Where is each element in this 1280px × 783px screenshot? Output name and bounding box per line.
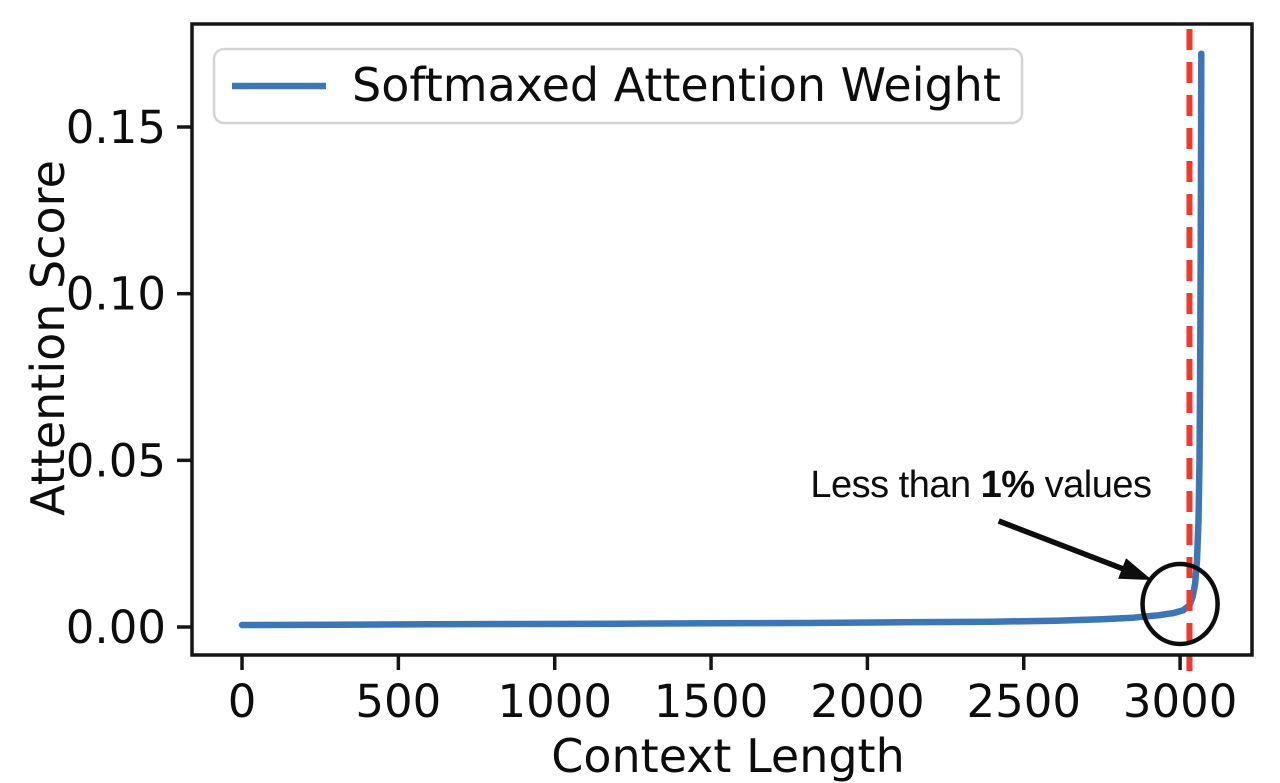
annotation-fragment: values: [1035, 464, 1152, 506]
y-axis-ticks: [177, 125, 192, 629]
annotation-fragment: Less than: [810, 464, 980, 506]
legend: Softmaxed Attention Weight: [212, 47, 1024, 125]
y-axis-tick-labels: 0.00 0.05 0.10 0.15: [66, 101, 166, 654]
y-tick-label: 0.05: [66, 434, 166, 487]
x-tick-label: 1500: [654, 675, 769, 728]
y-tick-label: 0.10: [66, 268, 166, 321]
x-tick-label: 2500: [966, 675, 1081, 728]
x-tick-label: 500: [355, 675, 441, 728]
x-tick-label: 0: [228, 675, 257, 728]
y-tick-label: 0.00: [66, 601, 166, 654]
series-line-softmaxed-attention-weight: [238, 50, 1205, 629]
x-axis-label: Context Length: [551, 729, 905, 783]
legend-label: Softmaxed Attention Weight: [352, 58, 1001, 112]
y-tick-label: 0.15: [66, 101, 166, 154]
x-tick-label: 3000: [1123, 675, 1238, 728]
annotation-less-than-1-percent: Less than 1% values: [810, 464, 1151, 506]
legend-box: [212, 47, 1024, 125]
x-tick-label: 1000: [497, 675, 612, 728]
annotation-arrow-head-icon: [1118, 558, 1152, 580]
annotation-arrow-shaft: [997, 518, 1127, 573]
x-axis-ticks: [240, 655, 1182, 670]
annotation-bold-fragment: 1%: [981, 464, 1035, 506]
y-axis-label: Attention Score: [21, 160, 75, 516]
x-axis-tick-labels: 0 500 1000 1500 2000 2500 3000: [228, 675, 1238, 728]
plot-border: [190, 22, 1254, 657]
highlight-circle: [1140, 561, 1220, 647]
x-tick-label: 2000: [810, 675, 925, 728]
